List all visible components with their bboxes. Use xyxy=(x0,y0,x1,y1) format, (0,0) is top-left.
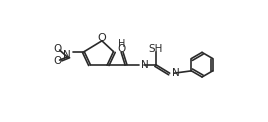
Text: O: O xyxy=(98,33,106,43)
Text: H: H xyxy=(118,39,126,49)
Text: SH: SH xyxy=(149,44,163,54)
Text: O: O xyxy=(53,44,61,54)
Text: N: N xyxy=(64,50,71,60)
Text: N: N xyxy=(172,68,180,78)
Text: O: O xyxy=(118,44,126,54)
Text: O: O xyxy=(53,56,61,66)
Text: N: N xyxy=(141,60,149,70)
